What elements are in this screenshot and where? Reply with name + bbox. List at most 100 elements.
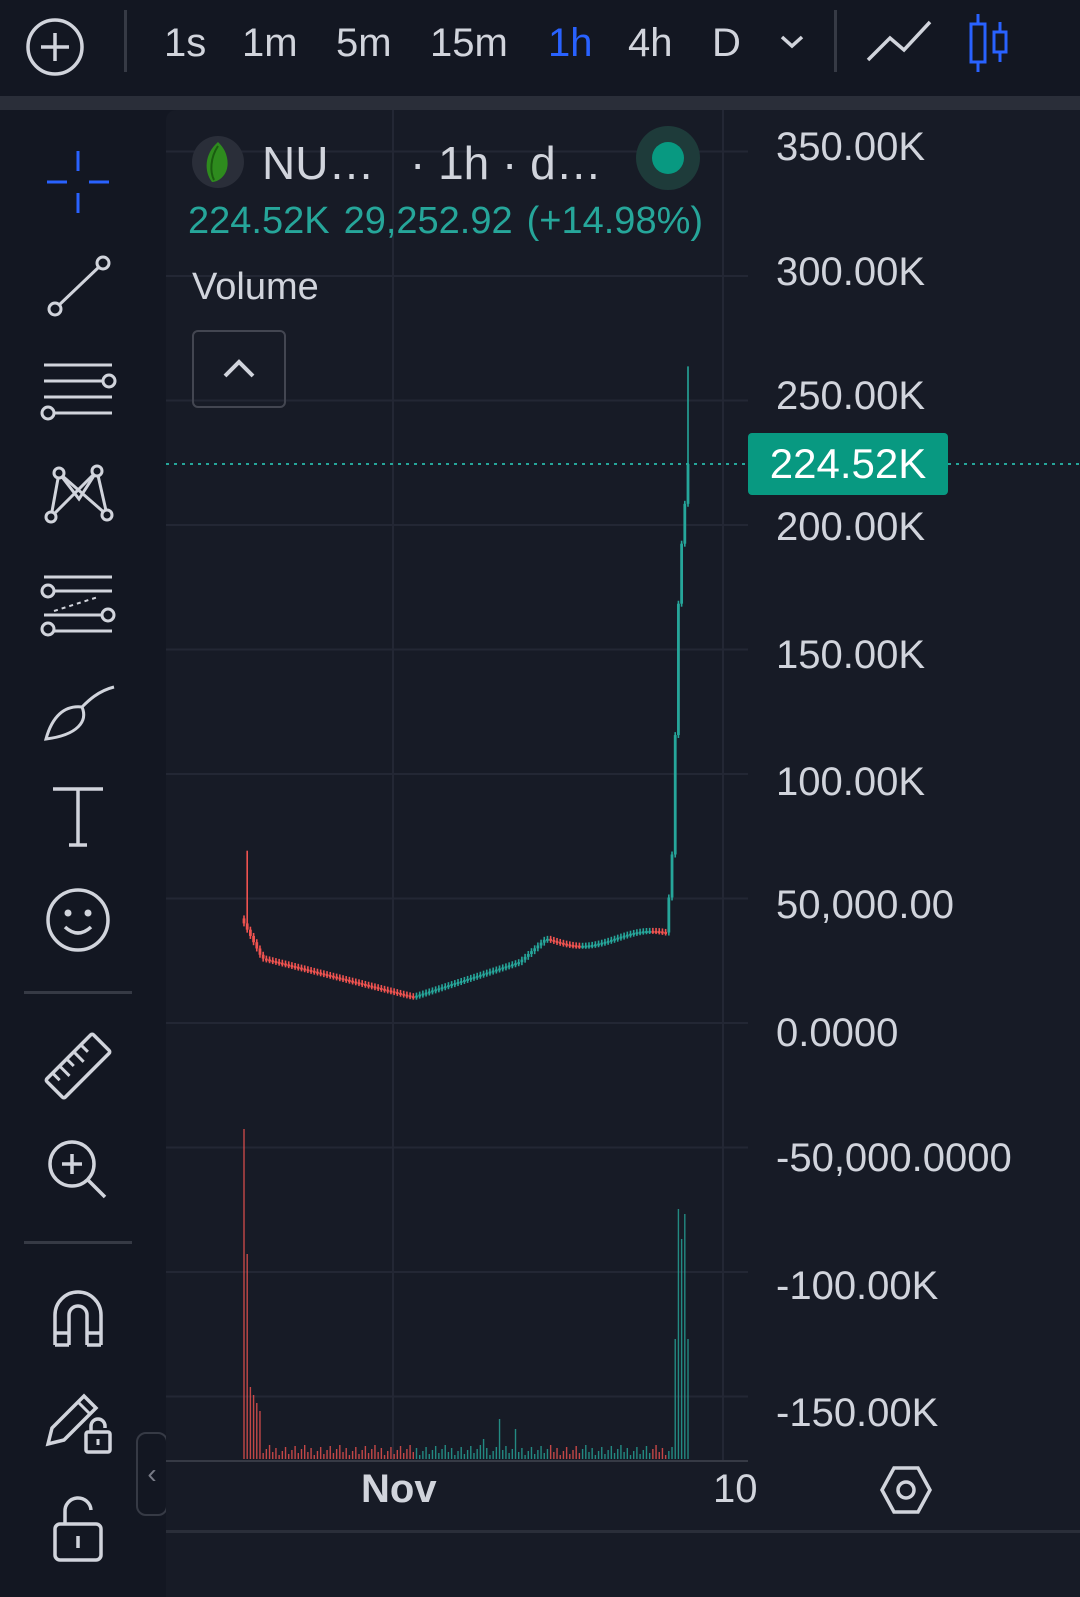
candlestick-button[interactable]	[964, 10, 1014, 76]
candle-body	[443, 986, 447, 989]
sidebar-collapse-button[interactable]: ‹	[136, 1432, 168, 1516]
candle-body	[379, 988, 383, 991]
candle-body	[258, 948, 262, 955]
candle-body	[501, 967, 505, 970]
fib-retracement-tool[interactable]	[36, 562, 120, 646]
candle-body	[459, 980, 463, 983]
toolbar-divider	[24, 991, 132, 994]
chevron-left-icon: ‹	[147, 1458, 157, 1489]
price-tick: -150.00K	[776, 1391, 939, 1435]
candlestick-icon	[969, 14, 1008, 72]
chevron-up-icon	[223, 359, 255, 378]
candle-body	[392, 991, 396, 994]
candle-body	[616, 937, 620, 940]
ruler-tool[interactable]	[36, 1024, 120, 1108]
candle-body	[268, 959, 271, 962]
candle-body	[587, 945, 591, 948]
chart-settings-button[interactable]	[880, 1464, 932, 1516]
interval-dropdown-button[interactable]	[772, 22, 812, 62]
candle-body	[357, 982, 361, 985]
candle-body	[309, 970, 313, 973]
candle-body	[478, 974, 482, 977]
zoom-in-icon	[48, 1140, 107, 1199]
candle-body	[367, 984, 370, 987]
unlock-tool[interactable]	[36, 1486, 120, 1570]
candle-body	[686, 463, 690, 504]
candle-body	[287, 964, 291, 967]
symbol-row[interactable]: NU… · 1h · d…	[192, 126, 712, 192]
pattern-icon	[44, 464, 114, 524]
candle-body	[466, 978, 469, 981]
candle-body	[431, 990, 434, 993]
interval-5m[interactable]: 5m	[336, 21, 392, 65]
unlock-icon	[53, 1496, 103, 1562]
candle-body	[651, 930, 655, 933]
interval-1m[interactable]: 1m	[242, 21, 298, 65]
candle-body	[555, 940, 559, 943]
candle-body	[590, 944, 594, 947]
candle-body	[539, 942, 543, 946]
price-tick: 100.00K	[776, 760, 926, 804]
toolbar-divider	[124, 10, 127, 72]
price-info-row: 224.52K 29,252.92 (+14.98%)	[188, 200, 717, 243]
price-tick: -100.00K	[776, 1264, 939, 1308]
crosshair-tool[interactable]	[36, 140, 120, 224]
candle-body	[335, 976, 339, 979]
candle-body	[635, 932, 639, 935]
add-symbol-button[interactable]	[22, 14, 88, 80]
line-chart-button[interactable]	[862, 14, 936, 74]
text-icon	[53, 787, 103, 847]
interval-d[interactable]: D	[712, 21, 741, 65]
candle-body	[255, 942, 259, 949]
volume-indicator-label[interactable]: Volume	[192, 266, 319, 308]
pattern-tool[interactable]	[36, 452, 120, 536]
candle-body	[402, 993, 406, 996]
magnet-tool[interactable]	[36, 1274, 120, 1358]
candle-body	[625, 934, 629, 937]
candle-body	[648, 930, 652, 933]
candle-body	[670, 854, 674, 898]
candle-body	[354, 981, 358, 984]
candle-body	[261, 954, 265, 959]
chart-panel[interactable]	[166, 110, 1080, 1597]
candle-body	[277, 961, 281, 964]
interval-4h[interactable]: 4h	[628, 21, 673, 65]
emoji-tool[interactable]	[36, 878, 120, 962]
candle-body	[581, 945, 584, 948]
candle-body	[613, 938, 616, 941]
candle-body	[597, 943, 600, 946]
ruler-icon	[44, 1032, 112, 1100]
brush-tool[interactable]	[36, 670, 120, 754]
candle-body	[411, 996, 415, 999]
candle-body	[338, 977, 342, 980]
legend-collapse-button[interactable]	[192, 330, 286, 408]
candle-body	[373, 986, 377, 989]
candle-body	[440, 987, 444, 990]
interval-1s[interactable]: 1s	[164, 21, 207, 65]
trend-line-tool[interactable]	[36, 244, 120, 328]
text-tool[interactable]	[36, 774, 120, 858]
interval-1h[interactable]: 1h	[548, 21, 593, 65]
candle-body	[514, 963, 517, 966]
candle-body	[629, 933, 632, 936]
candle-body	[300, 967, 303, 970]
drawing-toolbar	[0, 110, 155, 1597]
candle-body	[453, 983, 457, 986]
zoom-in-tool[interactable]	[36, 1128, 120, 1212]
price-change: 29,252.92	[343, 200, 513, 242]
candle-body	[456, 982, 460, 985]
volume-bars	[243, 1129, 689, 1459]
lock-drawings-tool[interactable]	[36, 1378, 120, 1462]
candle-body	[328, 974, 332, 977]
candle-body	[421, 993, 425, 996]
candle-body	[322, 973, 326, 976]
candle-body	[568, 944, 572, 947]
candle-body	[332, 975, 335, 978]
candle-body	[341, 978, 345, 981]
candle-body	[593, 944, 597, 947]
interval-15m[interactable]: 15m	[430, 21, 508, 65]
fib-retracement-icon	[40, 575, 116, 637]
candle-body	[485, 972, 489, 975]
horizontal-lines-tool[interactable]	[36, 348, 120, 432]
candle-body	[600, 942, 604, 945]
